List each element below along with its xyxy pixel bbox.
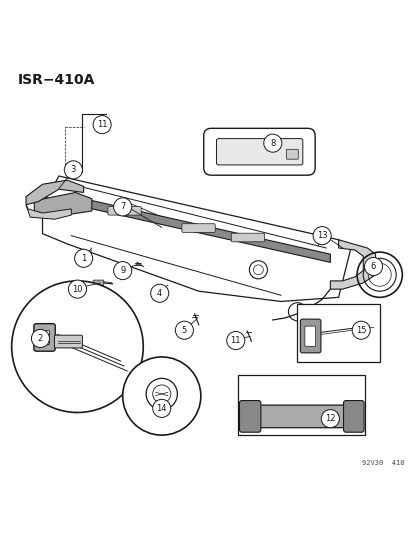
FancyBboxPatch shape bbox=[286, 149, 298, 159]
Circle shape bbox=[312, 227, 330, 245]
FancyBboxPatch shape bbox=[54, 335, 82, 348]
FancyBboxPatch shape bbox=[34, 324, 55, 351]
Text: 7: 7 bbox=[120, 203, 125, 212]
Circle shape bbox=[122, 357, 200, 435]
Circle shape bbox=[175, 321, 193, 340]
Text: 15: 15 bbox=[355, 326, 366, 335]
Text: ISR−410A: ISR−410A bbox=[18, 73, 95, 87]
FancyBboxPatch shape bbox=[216, 139, 302, 165]
Text: 4: 4 bbox=[157, 289, 162, 298]
FancyBboxPatch shape bbox=[108, 206, 141, 215]
Circle shape bbox=[12, 281, 143, 413]
FancyBboxPatch shape bbox=[297, 304, 379, 362]
Circle shape bbox=[74, 249, 93, 268]
FancyBboxPatch shape bbox=[242, 405, 359, 427]
Text: 14: 14 bbox=[156, 404, 166, 413]
Text: 9: 9 bbox=[120, 266, 125, 275]
Circle shape bbox=[363, 257, 382, 276]
FancyBboxPatch shape bbox=[239, 401, 260, 432]
FancyBboxPatch shape bbox=[343, 401, 363, 432]
Circle shape bbox=[31, 329, 50, 348]
FancyBboxPatch shape bbox=[39, 330, 50, 345]
Polygon shape bbox=[26, 180, 83, 205]
Circle shape bbox=[152, 399, 171, 417]
Circle shape bbox=[68, 280, 86, 298]
Text: 92V30  410: 92V30 410 bbox=[361, 460, 404, 466]
Text: 1: 1 bbox=[81, 254, 86, 263]
FancyBboxPatch shape bbox=[237, 375, 364, 435]
Text: 3: 3 bbox=[71, 165, 76, 174]
FancyBboxPatch shape bbox=[203, 128, 314, 175]
Circle shape bbox=[226, 332, 244, 350]
Text: 12: 12 bbox=[324, 414, 335, 423]
Circle shape bbox=[351, 321, 369, 340]
Text: 11: 11 bbox=[97, 120, 107, 129]
Text: 6: 6 bbox=[370, 262, 375, 271]
FancyBboxPatch shape bbox=[304, 326, 315, 346]
FancyBboxPatch shape bbox=[231, 233, 264, 242]
Circle shape bbox=[150, 284, 169, 302]
FancyBboxPatch shape bbox=[93, 280, 104, 286]
Text: 5: 5 bbox=[181, 326, 187, 335]
FancyBboxPatch shape bbox=[299, 319, 320, 353]
Polygon shape bbox=[26, 205, 71, 219]
Text: 2: 2 bbox=[38, 334, 43, 343]
Circle shape bbox=[263, 134, 281, 152]
Text: 8: 8 bbox=[269, 139, 275, 148]
Polygon shape bbox=[34, 192, 92, 217]
Circle shape bbox=[93, 116, 111, 134]
Text: 10: 10 bbox=[72, 285, 83, 294]
Circle shape bbox=[320, 409, 339, 427]
Text: 13: 13 bbox=[316, 231, 327, 240]
Polygon shape bbox=[330, 240, 375, 289]
Polygon shape bbox=[65, 195, 330, 262]
Circle shape bbox=[64, 161, 82, 179]
Circle shape bbox=[114, 262, 131, 280]
Circle shape bbox=[114, 198, 131, 216]
Text: 11: 11 bbox=[230, 336, 240, 345]
FancyBboxPatch shape bbox=[181, 224, 215, 232]
